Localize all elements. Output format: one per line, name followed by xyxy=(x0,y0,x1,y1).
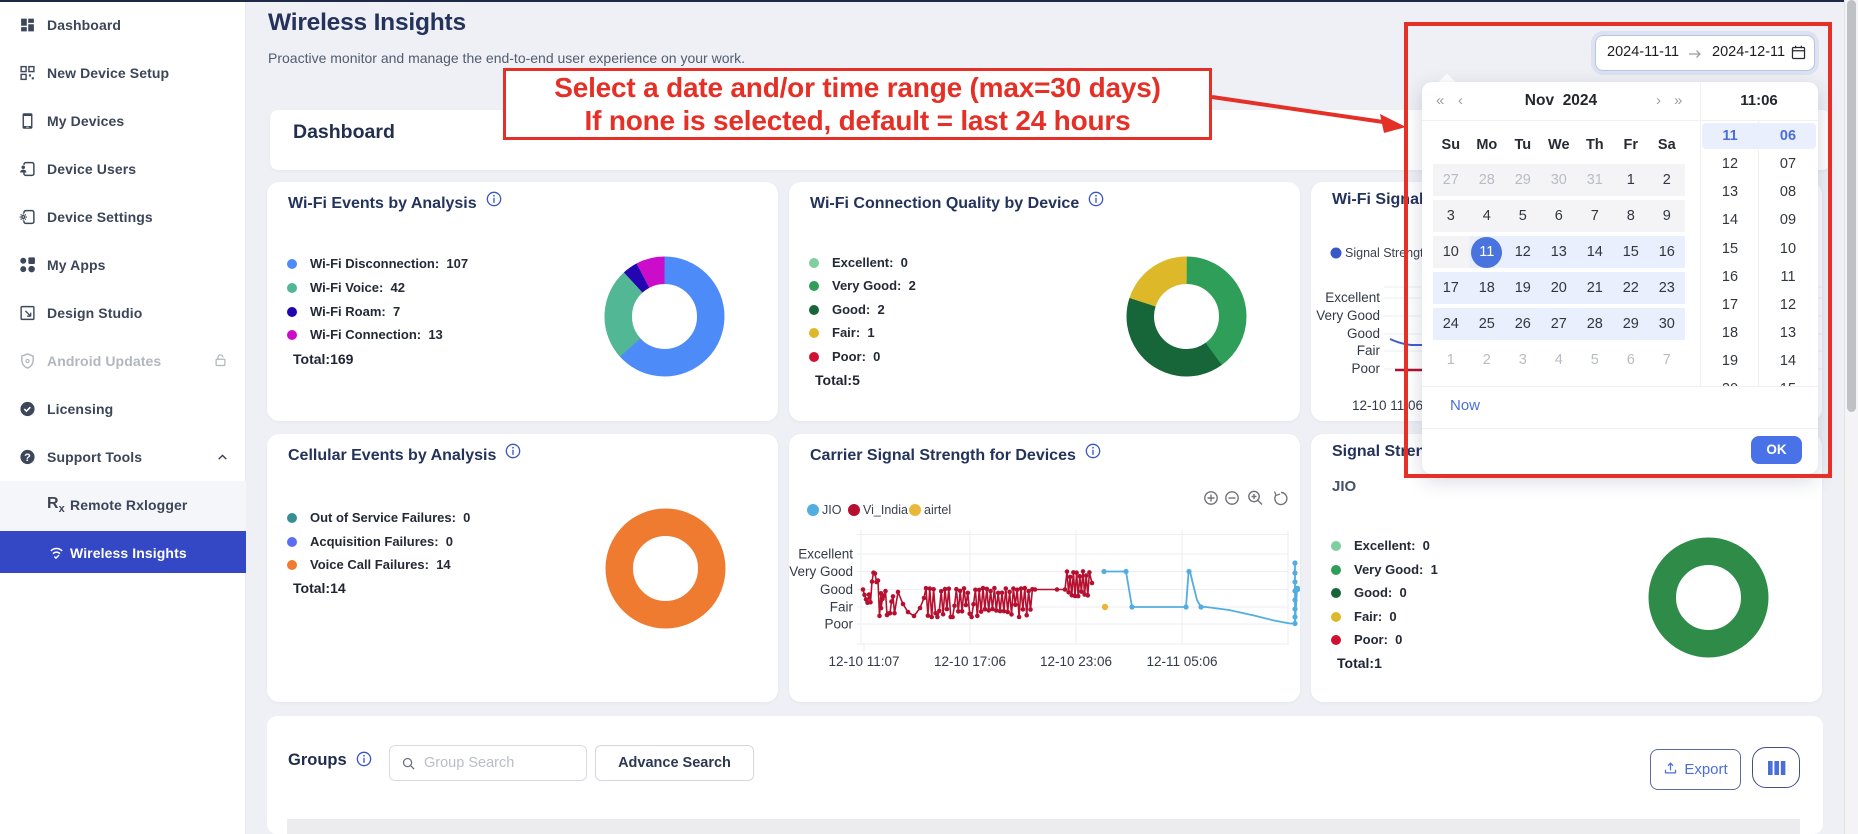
svg-text:Good: Good xyxy=(820,582,853,597)
svg-text:12-11 05:06: 12-11 05:06 xyxy=(1146,654,1217,669)
svg-text:Poor: Poor xyxy=(824,617,853,632)
svg-text:Excellent: Excellent xyxy=(798,547,853,562)
svg-text:12-10 17:06: 12-10 17:06 xyxy=(934,654,1006,669)
svg-text:Very Good: Very Good xyxy=(1316,308,1380,323)
svg-text:Excellent: Excellent xyxy=(1325,290,1380,305)
svg-text:12-10 23:06: 12-10 23:06 xyxy=(1040,654,1112,669)
svg-text:airtel: airtel xyxy=(924,503,951,517)
svg-text:12-10 11:07: 12-10 11:07 xyxy=(828,654,899,669)
svg-text:Very Good: Very Good xyxy=(789,564,853,579)
svg-text:Signal Strength: Signal Strength xyxy=(1345,246,1431,260)
svg-text:JIO: JIO xyxy=(822,503,842,517)
svg-text:12-10 11:06:0: 12-10 11:06:0 xyxy=(1352,398,1434,413)
svg-text:Poor: Poor xyxy=(1351,361,1380,376)
svg-text:Good: Good xyxy=(1347,326,1380,341)
svg-text:Fair: Fair xyxy=(830,600,854,615)
svg-text:Fair: Fair xyxy=(1357,343,1381,358)
svg-text:?: ? xyxy=(24,452,31,464)
svg-text:Vi_India: Vi_India xyxy=(863,503,908,517)
